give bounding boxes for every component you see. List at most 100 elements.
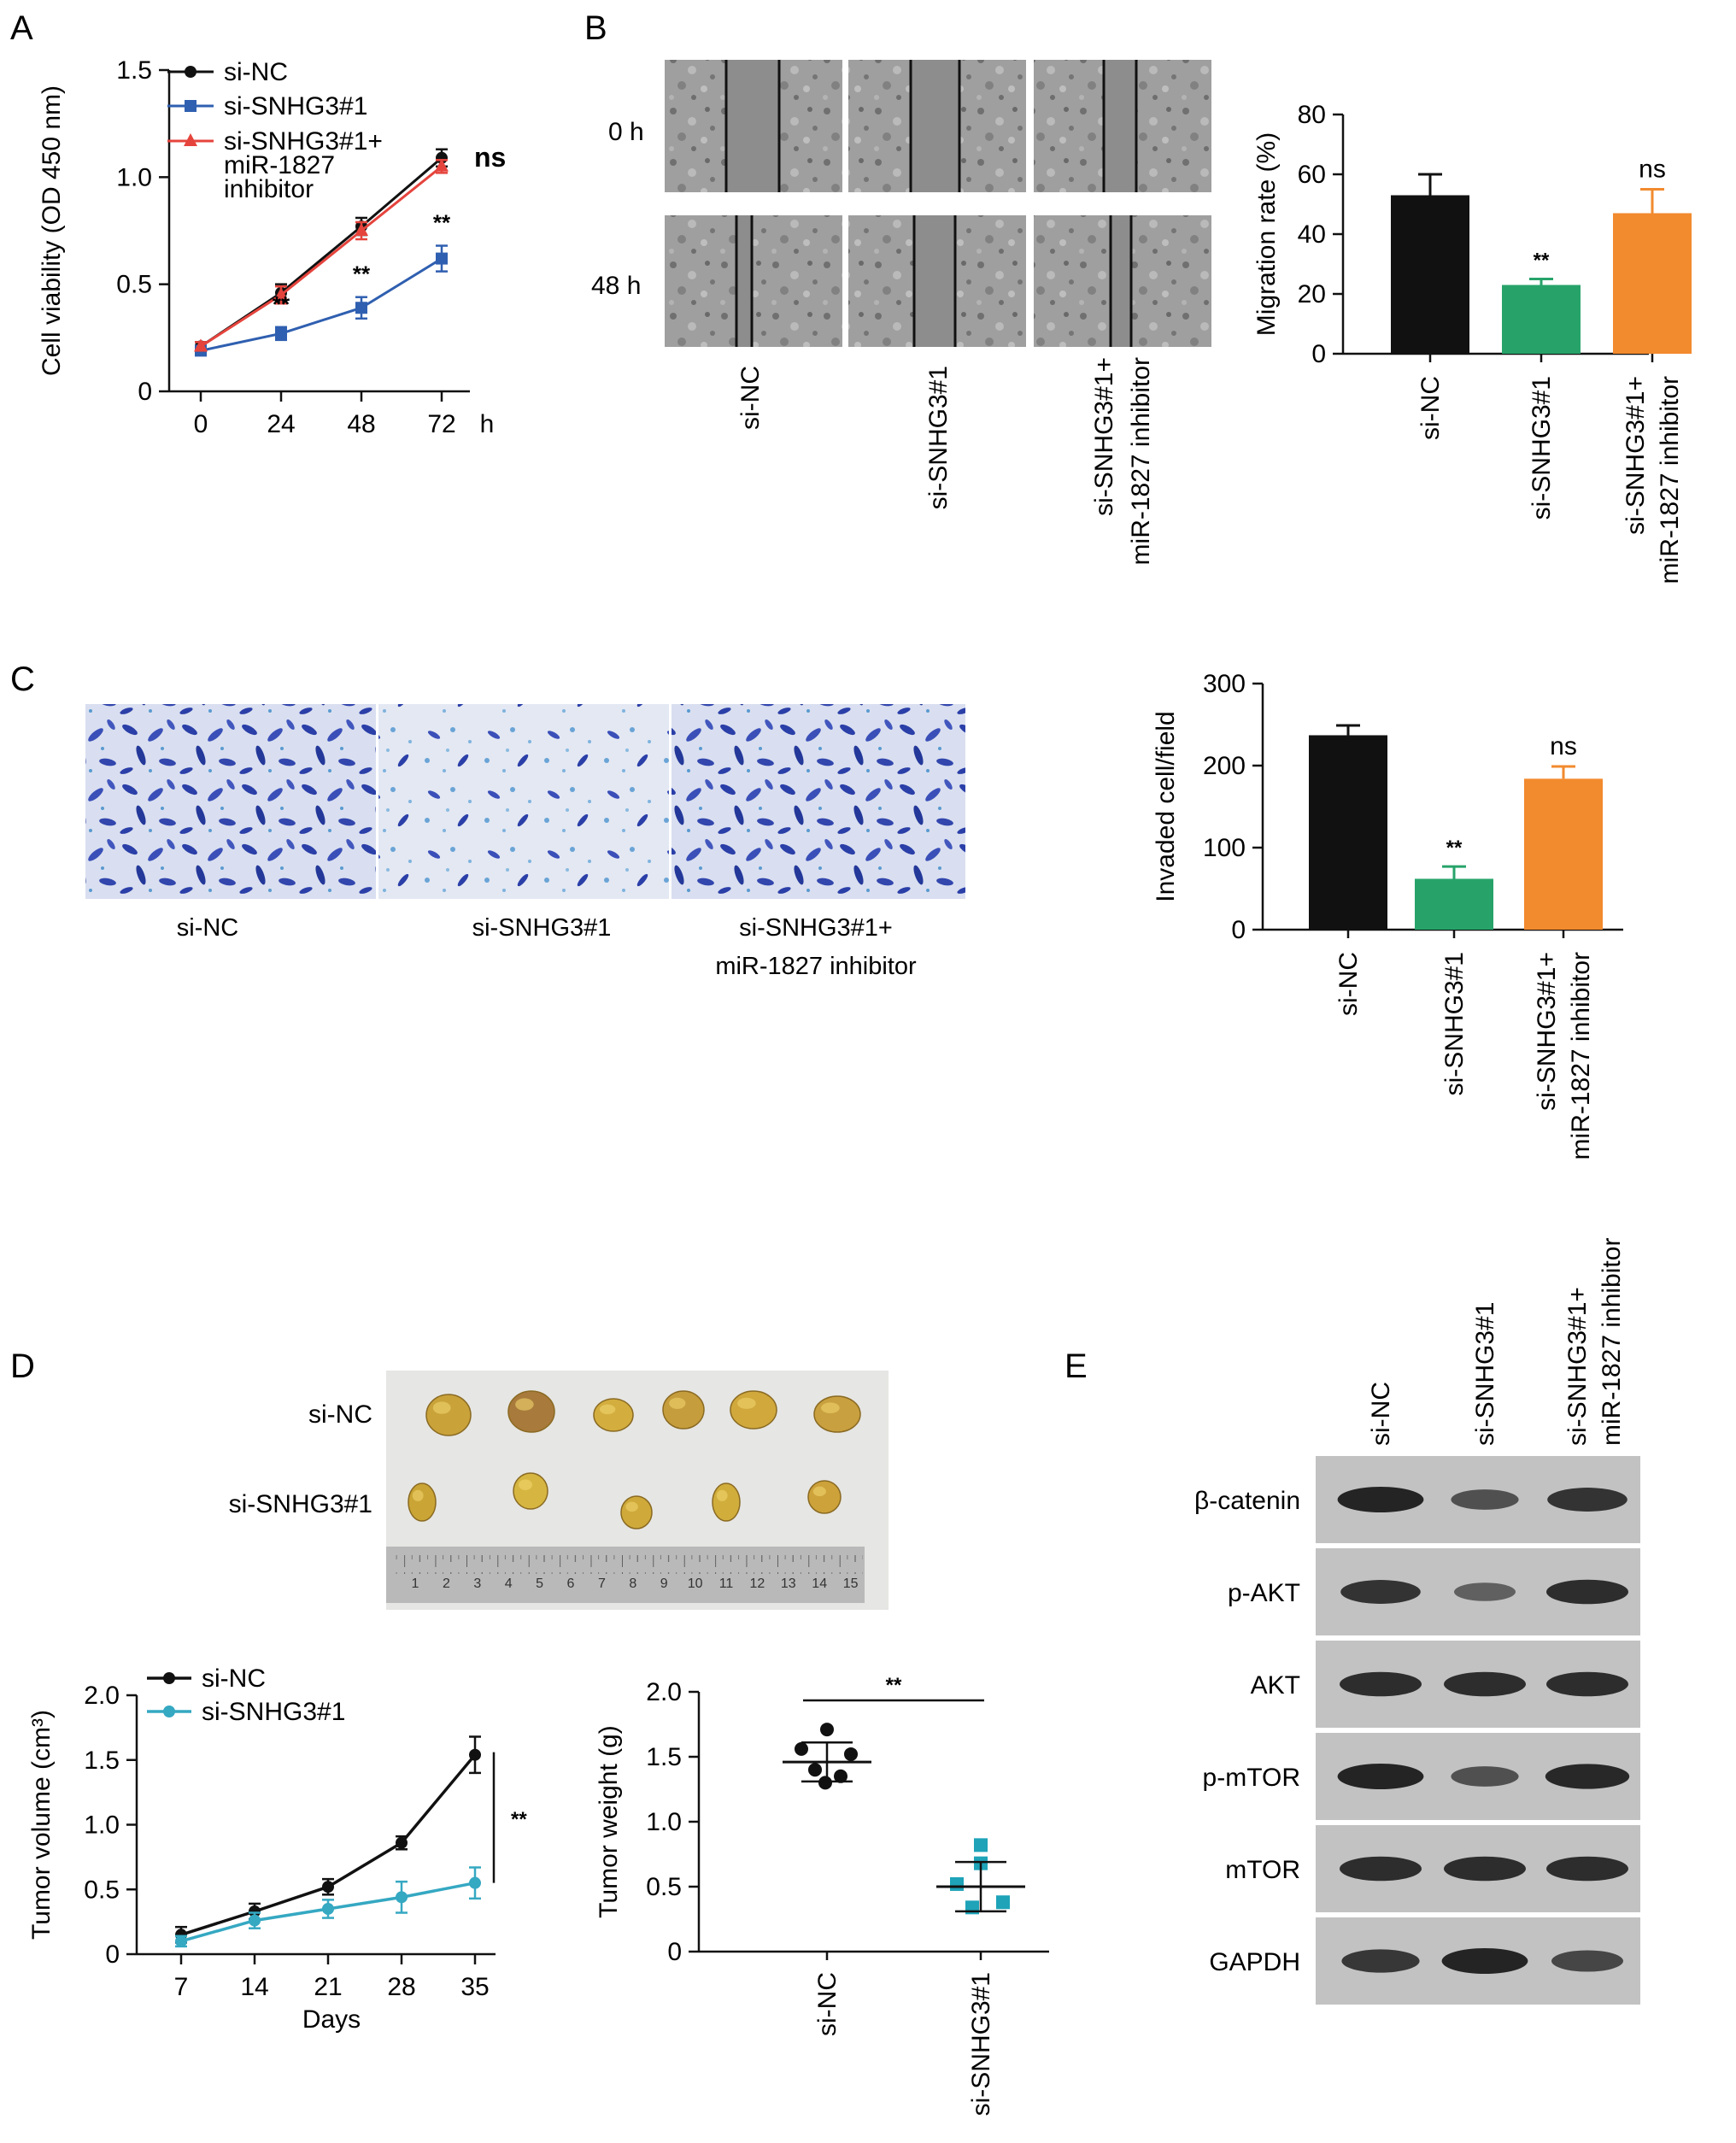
ruler-number: 5 [536,1576,543,1591]
panel-c-y-tick-label: 0 [1231,916,1246,944]
blot-band [1546,1671,1628,1697]
panel-b-annotation: ** [1534,250,1550,273]
panel-d-weight-y-axis-label: Tumor weight (g) [595,1725,623,1918]
blot-band [1340,1856,1422,1882]
blot-band [1546,1579,1628,1605]
transwell-image-si-nc [85,704,376,899]
panel-d-volume-y-tick-label: 0.5 [84,1876,120,1904]
panel-a-legend-marker [185,100,196,112]
panel-b-category-label: si-SNHG3#1+ [1622,376,1650,535]
panel-d-weight-point [974,1838,988,1852]
panel-c-y-tick-label: 200 [1203,752,1246,780]
blot-band [1454,1582,1516,1601]
panel-d-weight-category-label: si-SNHG3#1 [967,1972,995,2116]
tumor-sample [712,1482,741,1522]
panel-e-western-blot: si-NC si-SNHG3#1 si-SNHG3#1+ miR-1827 inhib… [1194,1238,1640,2005]
ruler-number: 2 [443,1576,450,1591]
blot-band [1337,1487,1424,1512]
transwell-image-si-snhg3 [378,704,669,899]
panel-d-volume-point [396,1891,408,1904]
col-label-rescue-line2: miR-1827 inhibitor [1127,357,1155,565]
blot-band [1546,1856,1628,1882]
ruler-number: 10 [688,1576,703,1591]
panel-d-weight-point [808,1763,822,1777]
panel-a-y-axis-label: Cell viability (OD 450 nm) [38,85,66,376]
ruler-number: 14 [812,1576,827,1591]
blot-row-label: mTOR [1225,1856,1300,1884]
tumor-sample [813,1395,861,1433]
panel-a-point [435,158,449,172]
panel-d-volume-y-axis-label: Tumor volume (cm³) [27,1710,56,1940]
tumor-highlight [519,1479,532,1490]
panel-a-x-tick-label: 0 [194,410,208,438]
panel-d-tumor-photo: 1 2 3 4 5 6 7 8 9 10 11 12 13 14 15 si-NC si-SNHG3#1 [229,1371,889,1610]
ruler [386,1547,865,1603]
blot-band [1444,1856,1526,1882]
panel-label-d: D [10,1347,35,1385]
ruler-number: 15 [843,1576,859,1591]
col-label-si-nc: si-NC [177,914,239,942]
panel-a-chart: 0 0.5 1.0 1.5 Cell viability (OD 450 nm) 0 24 4… [38,56,506,438]
col-label-rescue-line1: si-SNHG3#1+ [1090,357,1118,516]
tumor-highlight [821,1402,840,1413]
wound-gap [1104,60,1136,192]
panel-d-weight-point [818,1776,832,1790]
blot-band [1547,1488,1628,1512]
tumor-sample [620,1495,653,1529]
panel-d-volume-y-tick-label: 0 [105,1940,120,1969]
panel-d-weight-y-tick-label: 1.5 [646,1743,682,1771]
panel-b-y-tick-label: 60 [1298,161,1326,189]
panel-b-y-tick-label: 80 [1298,101,1326,129]
tumor-highlight [412,1489,424,1501]
panel-d-weight-y-tick-label: 0 [667,1938,682,1966]
panel-c-annotation: ** [1446,837,1463,860]
col-label-rescue-line2: miR-1827 inhibitor [715,953,917,980]
panel-b-category-label: miR-1827 inhibitor [1656,376,1684,584]
ruler-number: 7 [598,1576,606,1591]
panel-d-volume-legend-label: si-NC [202,1664,266,1693]
blot-band [1551,1950,1623,1972]
tumor-highlight [812,1486,826,1497]
ruler-number: 3 [473,1576,481,1591]
panel-b-bar-0 [1391,195,1469,354]
blot-row-label: AKT [1251,1671,1300,1700]
panel-b-y-tick-label: 40 [1298,220,1326,249]
panel-d-volume-legend-marker [163,1706,175,1717]
panel-b-y-tick-label: 0 [1311,340,1326,368]
row-label-0h: 0 h [608,118,644,146]
panel-d-volume-x-axis-label: Days [302,2005,361,2034]
panel-a-legend-label: inhibitor [224,175,314,203]
panel-a-point [355,223,368,236]
panel-d-volume-chart: 0 0.5 1.0 1.5 2.0 Tumor volume (cm³) 7 14 21 28 35… [27,1664,527,2034]
wound-gap [726,60,779,192]
panel-a-point [355,302,367,314]
panel-d-weight-point [996,1895,1010,1910]
panel-b-category-label: si-NC [1416,376,1445,440]
panel-d-weight-chart: 0 0.5 1.0 1.5 2.0 Tumor weight (g) si-NC si-SNH… [595,1674,1049,2116]
panel-d-weight-point [950,1876,964,1891]
panel-d-volume-x-tick-label: 7 [174,1973,189,2001]
panel-d-weight-point [844,1747,858,1761]
blot-band [1340,1580,1421,1604]
row-label-si-snhg3: si-SNHG3#1 [229,1490,372,1518]
panel-c-y-axis-label: Invaded cell/field [1152,711,1180,901]
panel-d-volume-x-tick-label: 21 [314,1973,342,2001]
col-label-si-nc: si-NC [736,366,765,430]
panel-a-annotation: ** [353,261,371,287]
blot-row-label: p-mTOR [1203,1764,1300,1792]
panel-a-point [275,327,287,340]
panel-b-y-axis-label: Migration rate (%) [1252,132,1281,336]
blot-band [1451,1766,1519,1787]
panel-c-y-tick-label: 300 [1203,670,1246,698]
tumor-highlight [716,1489,728,1501]
tumor-highlight [599,1404,616,1415]
tumor-highlight [515,1398,534,1411]
panel-b-annotation: ns [1639,156,1666,184]
blot-band [1340,1671,1422,1697]
panel-a-series-line-2 [200,165,443,348]
panel-label-b: B [584,9,607,47]
panel-c-bar-0 [1309,735,1387,930]
tumor-sample [425,1394,472,1436]
panel-b-category-label: si-SNHG3#1 [1528,376,1556,520]
